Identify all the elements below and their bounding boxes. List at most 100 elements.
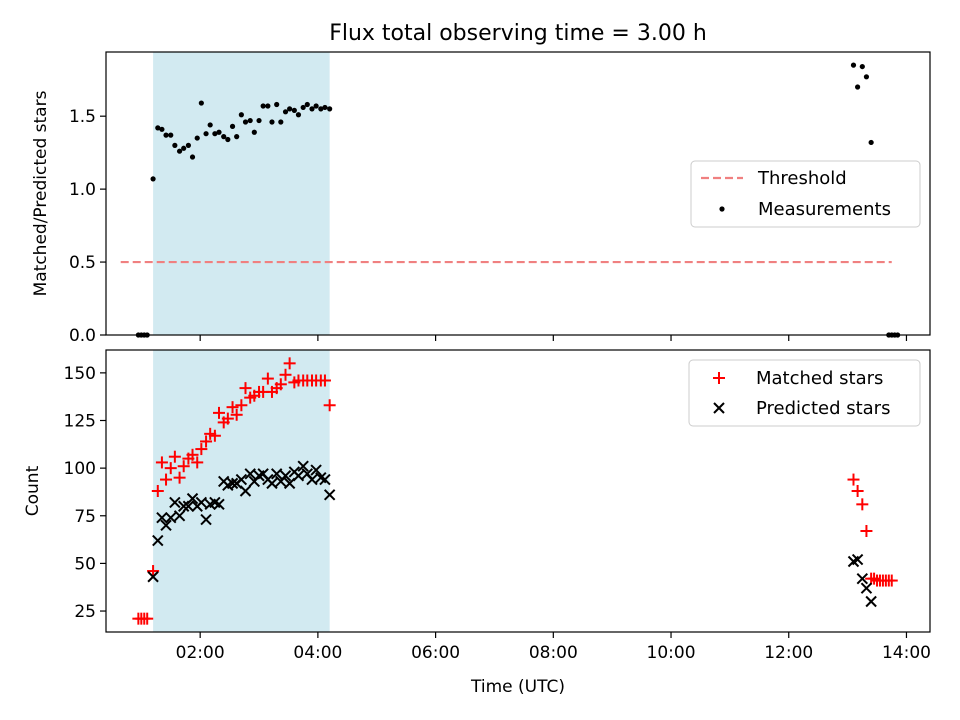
predicted-star-point <box>279 470 292 482</box>
matched-star-point <box>885 574 898 587</box>
legend-predicted-swatch <box>713 402 725 414</box>
measurement-point <box>278 119 284 125</box>
measurement-point <box>309 106 315 112</box>
legend-threshold-label: Threshold <box>757 168 847 189</box>
measurement-point <box>850 62 857 68</box>
measurement-point <box>234 134 240 140</box>
measurement-point <box>251 129 257 135</box>
measurement-point <box>287 106 293 112</box>
measurement-point <box>203 131 209 137</box>
matched-star-point <box>168 450 181 463</box>
bottom-ytick-label: 25 <box>74 602 96 622</box>
count-panel: 25 50 75 100 125 150 02:00 04:00 06:00 08:00 10:0… <box>23 349 931 697</box>
top-y-ticks: 0.0 0.5 1.0 1.5 <box>69 107 106 346</box>
predicted-star-point <box>856 572 869 585</box>
matched-star-point <box>230 408 243 421</box>
matched-star-point <box>856 498 869 511</box>
measurement-point <box>300 104 306 111</box>
matched-star-point <box>323 399 336 412</box>
matched-star-point <box>261 372 274 385</box>
predicted-star-point <box>297 460 309 472</box>
predicted-star-point <box>147 571 159 583</box>
legend-matched-label: Matched stars <box>756 368 883 389</box>
predicted-star-point <box>292 470 305 482</box>
bottom-xtick-label: 06:00 <box>411 643 460 663</box>
predicted-star-point <box>165 511 177 524</box>
measurement-point <box>318 106 324 112</box>
predicted-star-point <box>182 500 195 512</box>
top-x-ticks <box>199 335 908 341</box>
matched-star-point <box>151 485 164 497</box>
measurement-point <box>194 135 200 141</box>
bottom-shaded-span <box>153 350 330 632</box>
measurement-point <box>291 107 297 113</box>
bottom-xtick-label: 08:00 <box>529 643 578 663</box>
measurement-point <box>863 74 870 80</box>
matched-star-point <box>279 368 292 381</box>
predicted-star-point <box>195 496 208 509</box>
predicted-stars-points <box>147 460 877 608</box>
matched-star-point <box>860 525 873 538</box>
top-ytick-label: 1.0 <box>69 180 96 200</box>
matched-star-point <box>141 612 154 625</box>
measurement-point <box>295 112 302 118</box>
measurement-point <box>304 101 310 108</box>
matched-star-point <box>155 456 168 469</box>
measurement-point <box>207 122 213 128</box>
predicted-star-point <box>851 553 864 566</box>
bottom-xtick-label: 14:00 <box>882 643 931 663</box>
measurement-point <box>274 101 280 108</box>
legend-measurements-swatch <box>719 206 725 212</box>
predicted-star-point <box>270 468 283 480</box>
measurement-point <box>225 136 231 143</box>
matched-star-point <box>851 485 864 497</box>
predicted-star-point <box>152 534 164 547</box>
matched-star-point <box>186 448 199 461</box>
bottom-y-ticks: 25 50 75 100 125 150 <box>64 364 106 622</box>
predicted-star-point <box>226 477 239 490</box>
measurement-point <box>868 139 874 146</box>
matched-star-point <box>226 401 239 414</box>
x-axis-label: Time (UTC) <box>470 677 565 697</box>
top-y-axis-label: Matched/Predicted stars <box>31 90 51 296</box>
predicted-star-point <box>239 485 252 497</box>
measurement-point <box>247 117 253 124</box>
bottom-ytick-label: 150 <box>64 364 96 384</box>
measurement-point <box>159 126 165 132</box>
measurement-point <box>185 142 191 148</box>
matched-star-point <box>200 435 213 448</box>
bottom-xtick-label: 10:00 <box>647 643 696 663</box>
matched-star-point <box>177 460 190 473</box>
bottom-xtick-label: 02:00 <box>176 643 225 663</box>
bottom-ytick-label: 75 <box>74 507 96 527</box>
matched-star-point <box>239 382 252 395</box>
matched-stars-points <box>132 357 898 625</box>
matched-star-point <box>164 462 177 475</box>
measurement-point <box>256 117 262 124</box>
predicted-star-point <box>306 473 318 486</box>
measurement-point <box>313 103 319 109</box>
measurement-point <box>238 112 244 118</box>
bottom-ytick-label: 50 <box>74 554 96 574</box>
measurement-point <box>859 63 865 70</box>
top-ytick-label: 0.5 <box>69 253 96 273</box>
bottom-ytick-label: 100 <box>64 459 96 479</box>
matched-star-point <box>208 429 221 442</box>
measurement-point <box>216 129 222 135</box>
measurement-point <box>229 123 236 129</box>
chart-title: Flux total observing time = 3.00 h <box>329 21 707 46</box>
legend-predicted-label: Predicted stars <box>756 398 890 419</box>
measurement-point <box>212 131 218 137</box>
matched-star-point <box>195 443 208 456</box>
predicted-star-point <box>200 513 212 526</box>
predicted-star-point <box>244 468 256 480</box>
matched-star-point <box>318 374 331 387</box>
measurement-point <box>221 134 227 140</box>
predicted-star-point <box>865 595 877 608</box>
matched-star-point <box>221 412 234 425</box>
measurement-point <box>260 103 266 109</box>
matched-star-point <box>235 399 248 412</box>
predicted-star-point <box>156 511 168 524</box>
predicted-star-point <box>160 519 172 532</box>
